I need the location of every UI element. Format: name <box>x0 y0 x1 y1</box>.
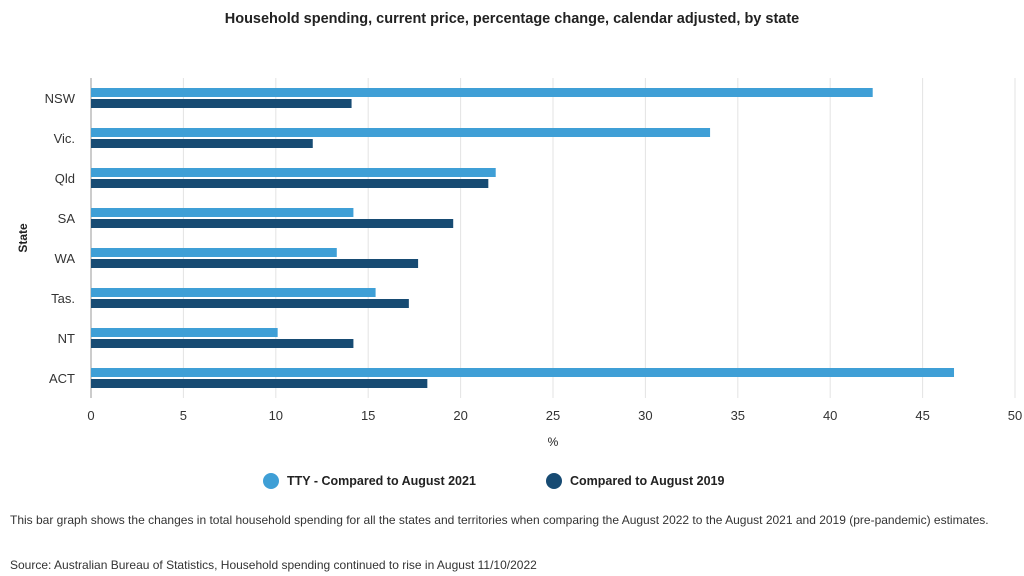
bar-sa-series-1[interactable] <box>91 219 454 228</box>
y-tick-label: ACT <box>49 371 75 386</box>
legend-label-2019: Compared to August 2019 <box>570 474 725 488</box>
x-axis-title: % <box>548 435 559 449</box>
y-tick-label: SA <box>58 211 76 226</box>
bar-tas-series-1[interactable] <box>91 299 409 308</box>
x-tick-label: 20 <box>453 408 467 423</box>
y-tick-label: Qld <box>55 171 75 186</box>
legend-item-2019[interactable]: Compared to August 2019 <box>546 473 724 489</box>
legend: TTY - Compared to August 2021 Compared t… <box>0 473 1024 493</box>
x-tick-label: 30 <box>638 408 652 423</box>
legend-label-tty: TTY - Compared to August 2021 <box>287 474 476 488</box>
bars <box>91 88 955 388</box>
bar-vic-series-1[interactable] <box>91 139 313 148</box>
x-tick-label: 35 <box>731 408 745 423</box>
x-tick-label: 0 <box>87 408 94 423</box>
legend-item-tty[interactable]: TTY - Compared to August 2021 <box>263 473 476 489</box>
y-tick-label: WA <box>55 251 76 266</box>
bar-nt-series-0[interactable] <box>91 328 278 337</box>
y-tick-label: NSW <box>45 91 76 106</box>
x-tick-labels: 0 5 10 15 20 25 30 35 40 45 50 <box>87 408 1022 423</box>
bar-qld-series-0[interactable] <box>91 168 496 177</box>
chart-plot: NSW Vic. Qld SA WA Tas. NT ACT 0 5 10 15 20 25 30 35 40… <box>16 78 1022 449</box>
bar-sa-series-0[interactable] <box>91 208 354 217</box>
y-tick-labels: NSW Vic. Qld SA WA Tas. NT ACT <box>45 91 76 386</box>
legend-marker-2019 <box>546 473 562 489</box>
bar-act-series-0[interactable] <box>91 368 955 377</box>
bar-nt-series-1[interactable] <box>91 339 354 348</box>
bar-act-series-1[interactable] <box>91 379 428 388</box>
bar-qld-series-1[interactable] <box>91 179 489 188</box>
bar-wa-series-0[interactable] <box>91 248 337 257</box>
y-tick-label: NT <box>58 331 75 346</box>
gridlines <box>90 78 1016 398</box>
x-tick-label: 45 <box>915 408 929 423</box>
x-tick-label: 50 <box>1008 408 1022 423</box>
x-tick-label: 15 <box>361 408 375 423</box>
bar-wa-series-1[interactable] <box>91 259 419 268</box>
y-tick-label: Vic. <box>54 131 75 146</box>
x-tick-label: 40 <box>823 408 837 423</box>
y-tick-label: Tas. <box>51 291 75 306</box>
chart-description: This bar graph shows the changes in tota… <box>10 513 989 527</box>
legend-marker-tty <box>263 473 279 489</box>
bar-tas-series-0[interactable] <box>91 288 376 297</box>
bar-nsw-series-0[interactable] <box>91 88 873 97</box>
x-tick-label: 10 <box>269 408 283 423</box>
source-note: Source: Australian Bureau of Statistics,… <box>10 558 537 572</box>
bar-vic-series-0[interactable] <box>91 128 711 137</box>
x-tick-label: 5 <box>180 408 187 423</box>
y-axis-title: State <box>16 223 30 253</box>
chart-title: Household spending, current price, perce… <box>224 11 800 27</box>
x-tick-label: 25 <box>546 408 560 423</box>
bar-nsw-series-1[interactable] <box>91 99 352 108</box>
